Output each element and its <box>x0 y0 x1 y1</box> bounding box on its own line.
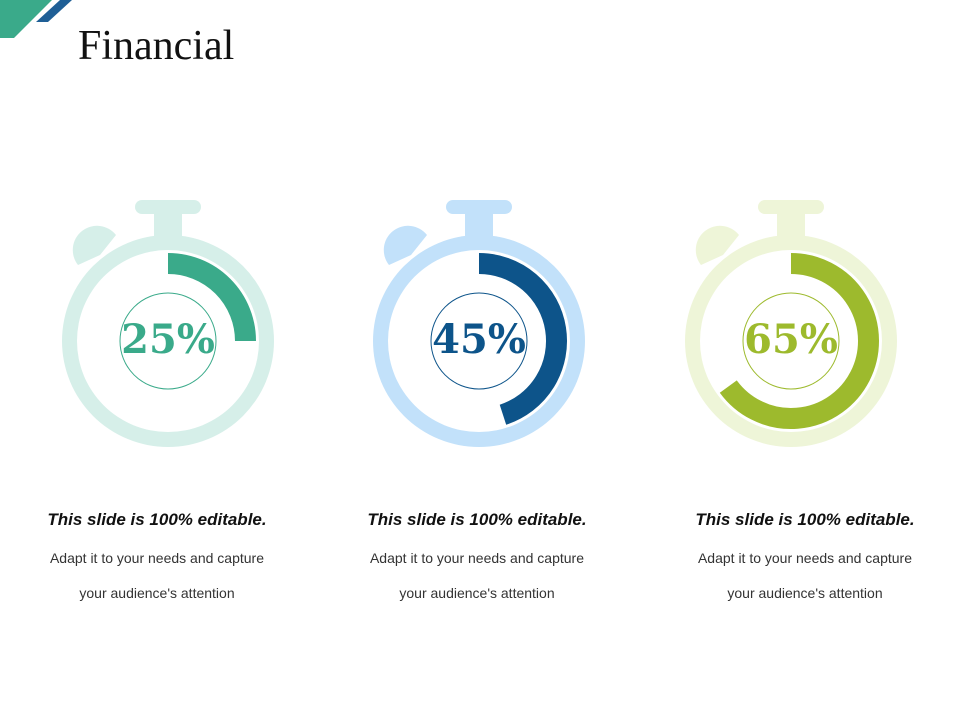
caption-block-1: This slide is 100% editable. Adapt it to… <box>0 508 322 611</box>
stopwatch-side-knob <box>383 225 427 265</box>
caption-body-line: your audience's attention <box>727 585 883 601</box>
caption-block-2: This slide is 100% editable. Adapt it to… <box>312 508 642 611</box>
stopwatch-button <box>758 200 824 214</box>
progress-arc <box>167 253 256 342</box>
caption-heading: This slide is 100% editable. <box>47 510 267 529</box>
stopwatch-icon <box>373 200 585 447</box>
caption-body-line: your audience's attention <box>79 585 235 601</box>
stopwatch-chart-3: 65% <box>681 195 901 450</box>
stopwatch-inner <box>700 250 882 432</box>
center-ring <box>742 292 840 390</box>
corner-stripe-green <box>0 0 52 38</box>
stopwatch-stem <box>465 209 493 239</box>
stopwatch-inner <box>388 250 570 432</box>
caption-body-line: Adapt it to your needs and capture <box>49 550 265 566</box>
stopwatch-side-knob <box>695 225 739 265</box>
stopwatch-stem <box>777 209 805 239</box>
corner-stripe-blue <box>36 0 72 22</box>
percent-label: 45% <box>432 316 526 363</box>
stopwatch-chart-1: 25% <box>58 195 278 450</box>
stopwatch-stem <box>154 209 182 239</box>
stopwatch-icon <box>685 200 897 447</box>
stopwatch-icon <box>62 200 274 447</box>
page-title: Financial <box>78 23 235 69</box>
corner-decoration <box>0 0 72 38</box>
stopwatch-side-knob <box>72 225 116 265</box>
progress-arc <box>719 253 879 429</box>
caption-block-3: This slide is 100% editable. Adapt it to… <box>640 508 960 611</box>
center-ring <box>119 292 217 390</box>
caption-body-line: Adapt it to your needs and capture <box>369 550 585 566</box>
percent-label: 65% <box>744 316 838 363</box>
center-ring <box>430 292 528 390</box>
stopwatch-chart-2: 45% <box>369 195 589 450</box>
caption-body-line: Adapt it to your needs and capture <box>697 550 913 566</box>
stopwatch-button <box>446 200 512 214</box>
stopwatch-button <box>135 200 201 214</box>
percent-label: 25% <box>121 316 215 363</box>
caption-heading: This slide is 100% editable. <box>367 510 587 529</box>
caption-heading: This slide is 100% editable. <box>695 510 915 529</box>
stopwatch-inner <box>77 250 259 432</box>
progress-arc <box>478 253 567 425</box>
caption-body-line: your audience's attention <box>399 585 555 601</box>
